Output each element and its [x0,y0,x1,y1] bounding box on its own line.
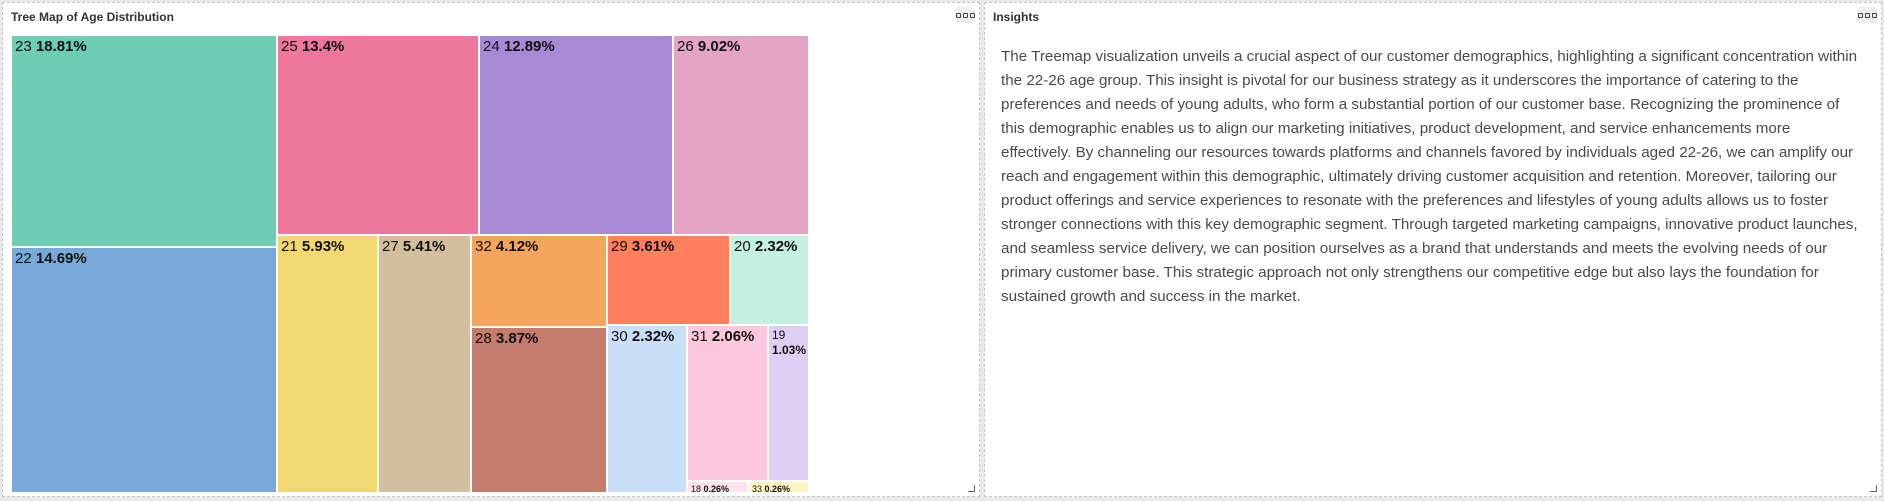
treemap-tile-value: 0.26% [703,484,730,493]
treemap-panel-title: Tree Map of Age Distribution [11,10,174,24]
treemap-tile-19[interactable]: 19 1.03% [768,325,809,481]
treemap-tile-label: 25 13.4% [281,38,344,57]
treemap-tile-category: 31 [691,328,712,345]
treemap-tile-25[interactable]: 25 13.4% [277,35,479,235]
treemap-panel: Tree Map of Age Distribution 23 18.81% 22… [2,2,980,497]
treemap-tile-label: 33 0.26% [752,484,791,493]
treemap-tile-value: 13.4% [301,38,345,55]
treemap-tile-value: 9.02% [697,38,741,55]
treemap-tile-category: 25 [281,38,302,55]
treemap-tile-value: 2.06% [711,328,755,345]
treemap-tile-22[interactable]: 22 14.69% [11,247,277,493]
treemap-menu-icon[interactable] [955,7,975,23]
treemap-tile-category: 28 [475,330,496,347]
treemap-tile-24[interactable]: 24 12.89% [479,35,673,235]
treemap-tile-label: 23 18.81% [15,38,87,57]
insights-panel-title: Insights [993,10,1040,24]
treemap-tile-value: 12.89% [503,38,555,55]
treemap-tile-label: 21 5.93% [281,238,344,257]
treemap-tile-value: 5.93% [301,238,345,255]
treemap-tile-category: 19 [772,328,786,342]
treemap-chart: 23 18.81% 22 14.69% 25 13.4% 24 12.89% 26 9.… [11,35,973,493]
treemap-tile-value: 1.03% [772,343,807,357]
treemap-tile-label: 18 0.26% [691,484,730,493]
treemap-tile-label: 30 2.32% [611,328,674,347]
treemap-tile-category: 24 [483,38,504,55]
treemap-tile-category: 30 [611,328,632,345]
treemap-tile-value: 14.69% [35,250,87,267]
treemap-resize-handle-icon[interactable] [968,485,975,492]
treemap-tile-category: 27 [382,238,403,255]
treemap-tile-28[interactable]: 28 3.87% [471,327,607,493]
treemap-tile-21[interactable]: 21 5.93% [277,235,378,493]
treemap-tile-value: 3.61% [631,238,675,255]
treemap-tile-label: 29 3.61% [611,238,674,257]
treemap-tile-33[interactable]: 33 0.26% [748,481,809,493]
treemap-tile-label: 22 14.69% [15,250,87,269]
treemap-tile-23[interactable]: 23 18.81% [11,35,277,247]
treemap-tile-30[interactable]: 30 2.32% [607,325,687,493]
treemap-tile-label: 28 3.87% [475,330,538,349]
insights-panel: Insights The Treemap visualization unvei… [984,2,1882,497]
treemap-tile-category: 32 [475,238,496,255]
treemap-tile-31[interactable]: 31 2.06% [687,325,768,481]
treemap-tile-20[interactable]: 20 2.32% [730,235,809,325]
insights-resize-handle-icon[interactable] [1870,485,1877,492]
treemap-tile-value: 5.41% [402,238,446,255]
treemap-tile-label: 26 9.02% [677,38,740,57]
insights-text: The Treemap visualization unveils a cruc… [1001,48,1858,305]
treemap-tile-29[interactable]: 29 3.61% [607,235,730,325]
treemap-tile-label: 20 2.32% [734,238,797,257]
treemap-tile-category: 26 [677,38,698,55]
treemap-tile-18[interactable]: 18 0.26% [687,481,748,493]
treemap-tile-value: 2.32% [754,238,798,255]
treemap-tile-label: 24 12.89% [483,38,555,57]
treemap-tile-category: 22 [15,250,36,267]
treemap-tile-label: 27 5.41% [382,238,445,257]
insights-menu-icon[interactable] [1857,7,1877,23]
treemap-tile-label: 32 4.12% [475,238,538,257]
treemap-tile-27[interactable]: 27 5.41% [378,235,471,493]
treemap-tile-32[interactable]: 32 4.12% [471,235,607,327]
treemap-tile-value: 3.87% [495,330,539,347]
treemap-tile-value: 4.12% [495,238,539,255]
treemap-tile-label: 19 1.03% [772,328,806,358]
treemap-tile-category: 23 [15,38,36,55]
treemap-tile-value: 18.81% [35,38,87,55]
treemap-tile-category: 20 [734,238,755,255]
treemap-tile-category: 18 [691,484,704,493]
treemap-tile-value: 2.32% [631,328,675,345]
treemap-tile-26[interactable]: 26 9.02% [673,35,809,235]
treemap-tile-category: 21 [281,238,302,255]
treemap-tile-value: 0.26% [764,484,791,493]
treemap-tile-label: 31 2.06% [691,328,754,347]
treemap-tile-category: 29 [611,238,632,255]
treemap-tile-category: 33 [752,484,765,493]
